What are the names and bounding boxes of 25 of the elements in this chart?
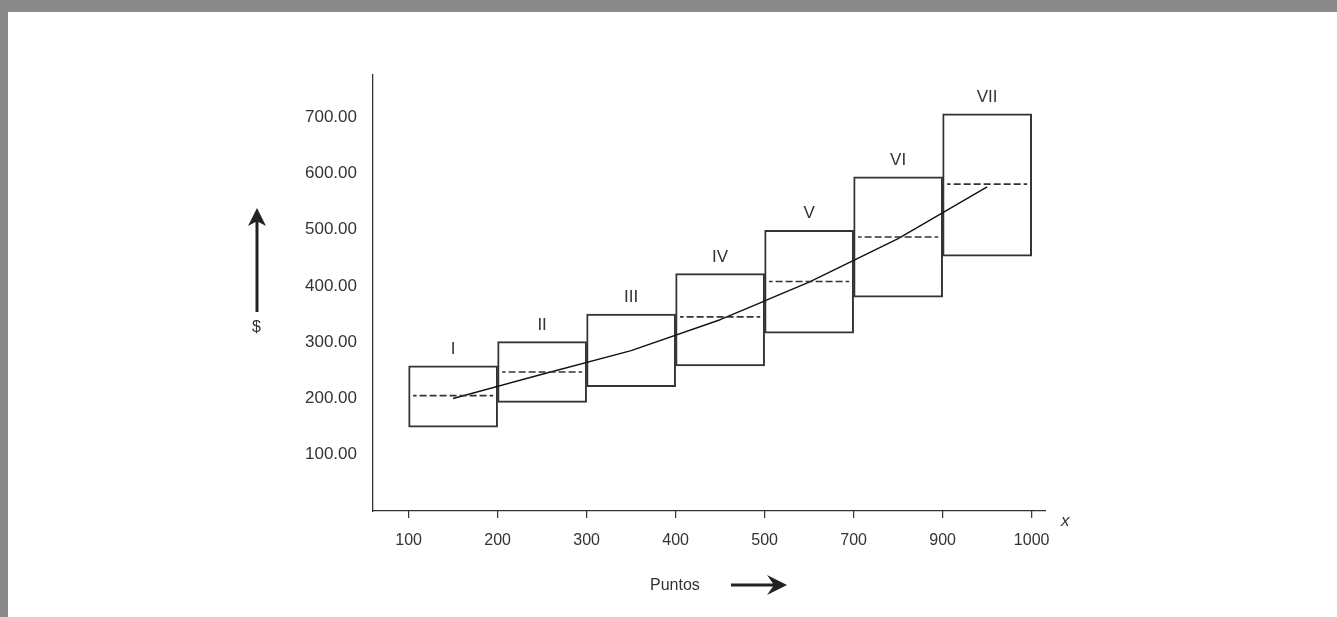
y-axis-title: $ (252, 318, 261, 336)
y-tick-label: 400.00 (305, 275, 357, 295)
y-tick-label: 200.00 (305, 388, 357, 408)
x-tick-label: IV (712, 246, 729, 266)
x-axis-title: Puntos (650, 576, 700, 594)
text: 100 (395, 531, 423, 549)
text: 200 (484, 531, 512, 549)
y-tick-label: 700.00 (305, 106, 357, 126)
y-tick-label: 600.00 (305, 163, 357, 183)
text: 400 (662, 531, 690, 549)
y-tick-label: 100.00 (305, 444, 357, 464)
y-tick-label: 300.00 (305, 331, 357, 351)
x-tick-label: VII (976, 87, 998, 107)
text: 700 (840, 531, 868, 549)
text: 500 (751, 531, 779, 549)
x-tick-label: VI (890, 150, 907, 170)
y-tick-label: 500.00 (305, 219, 357, 239)
x-tick-label: V (803, 203, 816, 223)
text: 900 (929, 531, 957, 549)
text: 300 (573, 531, 601, 549)
x-tick-label: II (537, 314, 547, 334)
x-tick-label: I (450, 339, 456, 359)
text: 1000 (1013, 531, 1050, 549)
text: x (1060, 510, 1070, 530)
x-tick-label: III (624, 287, 639, 307)
